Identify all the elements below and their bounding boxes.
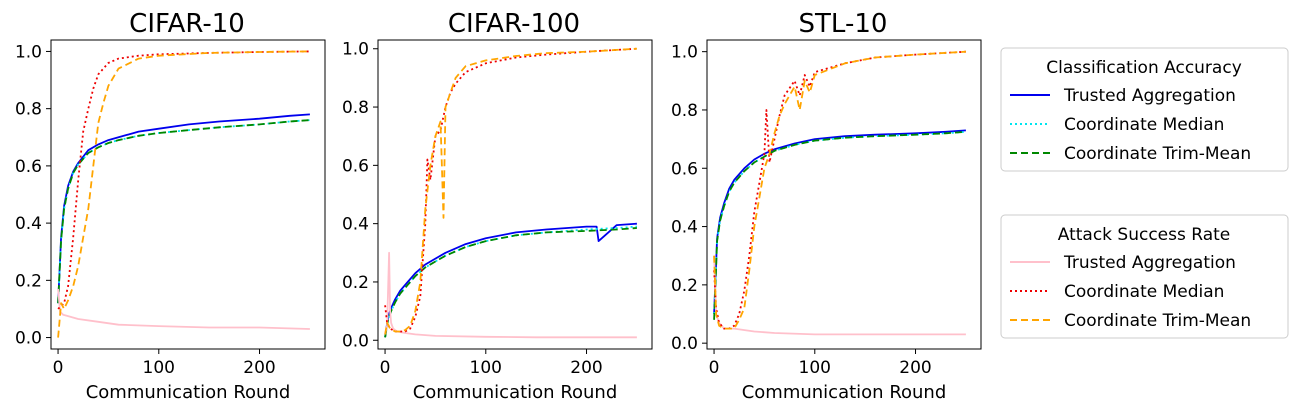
series-line-classification-accuracy-coordinate-trim-mean — [57, 119, 310, 304]
x-tick-label: 200 — [899, 358, 931, 378]
plot-area — [713, 50, 966, 336]
legend-entries: Trusted Aggregation Coordinate Median Coor… — [1010, 86, 1251, 164]
y-tick-label: 0.8 — [15, 100, 42, 120]
x-axis-label: Communication Round — [413, 382, 618, 403]
panel-cifar-100: CIFAR-100 0 100 200 0.0 0.2 0.4 0.6 0.8 1.0 Comm… — [342, 9, 653, 403]
legend-label: Trusted Aggregation — [1063, 253, 1236, 273]
y-tick-label: 0.0 — [671, 334, 698, 354]
y-tick-label: 0.4 — [671, 218, 698, 238]
series-line-classification-accuracy-coordinate-trim-mean — [713, 130, 966, 320]
plot-area — [384, 47, 637, 339]
series-line-attack-success-rate-coordinate-trim-mean — [713, 50, 966, 330]
y-tick-label: 1.0 — [342, 40, 369, 60]
legend-label: Coordinate Median — [1064, 282, 1224, 302]
series-line-attack-success-rate-coordinate-median — [57, 50, 310, 310]
series-line-classification-accuracy-trusted-aggregation — [384, 222, 637, 338]
y-tick-label: 0.0 — [342, 331, 369, 351]
legend-classification-accuracy: Classification Accuracy Trusted Aggregat… — [1000, 47, 1289, 172]
y-tick-label: 1.0 — [671, 43, 698, 63]
y-tick-label: 0.8 — [342, 98, 369, 118]
axes-frame — [50, 39, 326, 350]
y-tick-label: 0.6 — [15, 157, 42, 177]
legend-label: Coordinate Trim-Mean — [1064, 144, 1251, 164]
x-axis-label: Communication Round — [742, 382, 947, 403]
panel-title: CIFAR-100 — [448, 9, 580, 39]
y-tick-label: 0.8 — [671, 101, 698, 121]
y-tick-label: 0.2 — [671, 276, 698, 296]
series-line-classification-accuracy-coordinate-trim-mean — [384, 227, 637, 338]
legend-attack-success-rate: Attack Success Rate Trusted Aggregation C… — [1000, 214, 1289, 339]
x-tick-label: 0 — [53, 358, 64, 378]
plot-area — [57, 50, 310, 338]
x-tick-label: 200 — [570, 358, 602, 378]
ticks: 0 100 200 0.0 0.2 0.4 0.6 0.8 1.0 — [671, 43, 932, 378]
y-tick-label: 0.6 — [342, 156, 369, 176]
x-axis-label: Communication Round — [86, 382, 291, 403]
series-line-attack-success-rate-trusted-aggregation — [713, 255, 966, 336]
legend-title: Classification Accuracy — [1046, 58, 1242, 78]
x-tick-label: 200 — [243, 358, 275, 378]
legend-box — [1000, 214, 1289, 339]
x-tick-label: 0 — [380, 358, 391, 378]
panel-title: STL-10 — [799, 9, 888, 39]
series-line-attack-success-rate-coordinate-trim-mean — [57, 50, 310, 338]
ticks: 0 100 200 0.0 0.2 0.4 0.6 0.8 1.0 — [342, 40, 603, 378]
series-line-attack-success-rate-trusted-aggregation — [57, 288, 310, 330]
series-line-attack-success-rate-coordinate-median — [713, 50, 966, 330]
y-tick-label: 0.4 — [15, 214, 42, 234]
series-line-classification-accuracy-trusted-aggregation — [713, 129, 966, 315]
y-tick-label: 0.0 — [15, 329, 42, 349]
x-tick-label: 100 — [799, 358, 831, 378]
x-tick-label: 100 — [143, 358, 175, 378]
y-tick-label: 1.0 — [15, 42, 42, 62]
series-line-attack-success-rate-coordinate-trim-mean — [384, 47, 637, 335]
legend-label: Coordinate Trim-Mean — [1064, 311, 1251, 331]
y-tick-label: 0.4 — [342, 215, 369, 235]
y-tick-label: 0.6 — [671, 159, 698, 179]
panel-cifar-10: CIFAR-10 0 100 200 0.0 0.2 0.4 0.6 0.8 1.0 Commu… — [15, 9, 326, 403]
series-line-classification-accuracy-coordinate-median — [713, 130, 966, 315]
axes-frame — [706, 39, 982, 350]
x-tick-label: 0 — [709, 358, 720, 378]
series-line-attack-success-rate-coordinate-median — [384, 47, 637, 333]
legend-label: Coordinate Median — [1064, 115, 1224, 135]
panel-stl-10: STL-10 0 100 200 0.0 0.2 0.4 0.6 0.8 1.0 Communi… — [671, 9, 982, 403]
legend-entries: Trusted Aggregation Coordinate Median Coor… — [1010, 253, 1251, 331]
panel-title: CIFAR-10 — [129, 9, 245, 39]
y-tick-label: 0.2 — [15, 271, 42, 291]
series-line-classification-accuracy-coordinate-median — [57, 119, 310, 304]
legend-box — [1000, 47, 1289, 172]
y-tick-label: 0.2 — [342, 273, 369, 293]
x-tick-label: 100 — [470, 358, 502, 378]
legend-title: Attack Success Rate — [1058, 225, 1231, 245]
axes-frame — [377, 39, 653, 350]
ticks: 0 100 200 0.0 0.2 0.4 0.6 0.8 1.0 — [15, 42, 276, 378]
legend-label: Trusted Aggregation — [1063, 86, 1236, 106]
